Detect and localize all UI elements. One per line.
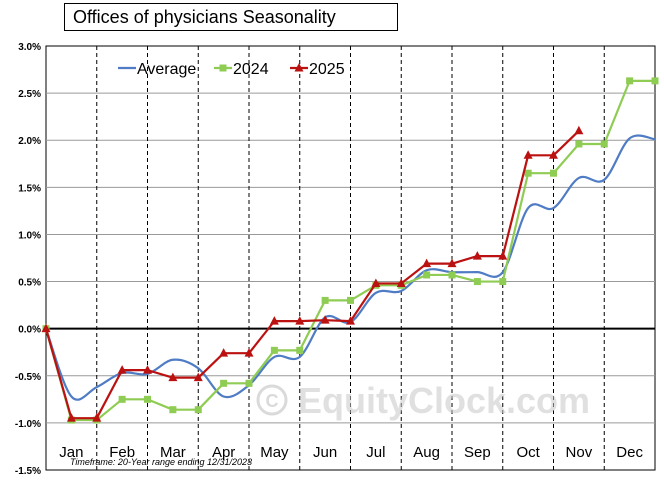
y-tick-label: -0.5% [15, 372, 41, 383]
data-point-triangle [219, 348, 229, 357]
data-point-triangle [396, 278, 406, 287]
data-point-square [473, 278, 481, 286]
y-tick-label: 1.0% [18, 230, 41, 241]
legend-label: 2025 [309, 61, 345, 78]
data-point-square [220, 379, 228, 387]
data-point-square [423, 271, 431, 279]
legend-item: 2025 [290, 61, 345, 78]
x-tick-label: Sep [464, 444, 491, 461]
x-tick-label: Jul [366, 444, 385, 461]
data-point-square [169, 406, 177, 414]
y-tick-label: -1.5% [15, 466, 41, 477]
x-tick-label: Apr [212, 444, 235, 461]
data-point-square [219, 64, 227, 72]
chart-title: Offices of physicians Seasonality [64, 3, 398, 31]
x-axis-month-labels: Jan Feb Mar Apr May Jun Jul Aug Sep Oct Nov Dec [59, 444, 643, 461]
data-point-square [321, 296, 329, 304]
watermark: C EquityClock.com [256, 380, 590, 421]
data-point-triangle [549, 150, 558, 159]
data-point-triangle [143, 365, 152, 374]
data-point-triangle [41, 323, 51, 333]
data-point-square [499, 278, 507, 286]
data-point-triangle [92, 413, 102, 422]
data-point-triangle [523, 150, 533, 159]
data-point-square [524, 169, 532, 177]
copyright-icon-letter: C [266, 391, 279, 411]
data-point-triangle [294, 63, 304, 72]
y-tick-label: 2.5% [18, 89, 41, 100]
y-axis-tick-labels: 3.0% 2.5% 2.0% 1.5% 1.0% 0.5% 0.0% -0.5% -1.0% -1… [15, 42, 41, 477]
legend-label: Average [137, 61, 196, 78]
data-point-triangle [371, 278, 381, 287]
y-tick-label: 3.0% [18, 42, 41, 53]
series-layer [41, 77, 659, 424]
chart-footnote: Timeframe: 20-Year range ending 12/31/20… [70, 457, 253, 467]
data-point-triangle [269, 316, 279, 325]
data-point-triangle [244, 348, 254, 357]
data-point-triangle [346, 316, 355, 325]
data-point-square [144, 395, 151, 403]
data-point-square [270, 346, 278, 354]
x-tick-label: Dec [616, 444, 643, 461]
x-tick-label: Oct [516, 444, 540, 461]
data-point-triangle [472, 251, 482, 260]
legend-item: 2024 [214, 61, 269, 78]
month-dividers [96, 46, 605, 470]
data-point-triangle [498, 251, 508, 260]
x-tick-label: May [260, 444, 289, 461]
x-tick-label: Aug [413, 444, 440, 461]
data-point-square [651, 77, 659, 85]
data-point-square [296, 346, 304, 354]
data-point-triangle [168, 372, 178, 382]
data-point-square [575, 140, 583, 148]
data-point-square [194, 406, 202, 414]
data-point-square [118, 395, 126, 403]
data-point-triangle [193, 372, 203, 382]
copyright-icon [256, 384, 288, 416]
y-tick-label: 0.0% [18, 325, 41, 336]
data-point-triangle [574, 125, 584, 135]
data-point-triangle [320, 315, 330, 324]
data-point-triangle [295, 316, 305, 325]
data-point-square [600, 140, 608, 148]
x-tick-label: Nov [566, 444, 593, 461]
data-point-triangle [447, 258, 457, 268]
data-point-square [245, 379, 253, 387]
y-tick-label: 2.0% [18, 136, 41, 147]
y-tick-label: -1.0% [15, 419, 41, 430]
legend-label: 2024 [233, 61, 269, 78]
x-tick-label: Feb [109, 444, 135, 461]
x-tick-label: Jun [313, 444, 337, 461]
data-point-square [347, 296, 354, 304]
data-point-square [626, 77, 634, 85]
series-line [44, 130, 580, 420]
x-tick-label: Mar [160, 444, 186, 461]
data-point-square [550, 169, 557, 177]
watermark-text: EquityClock.com [298, 380, 590, 421]
y-tick-label: 0.5% [18, 278, 41, 289]
data-point-triangle [117, 365, 127, 374]
legend-item: Average [118, 61, 196, 78]
data-point-triangle [66, 413, 76, 422]
y-tick-label: 1.5% [18, 183, 41, 194]
legend: Average 2024 2025 [118, 61, 345, 78]
x-tick-label: Jan [59, 444, 83, 461]
series-2025 [41, 125, 584, 422]
data-point-triangle [422, 258, 432, 268]
data-point-square [448, 271, 456, 279]
